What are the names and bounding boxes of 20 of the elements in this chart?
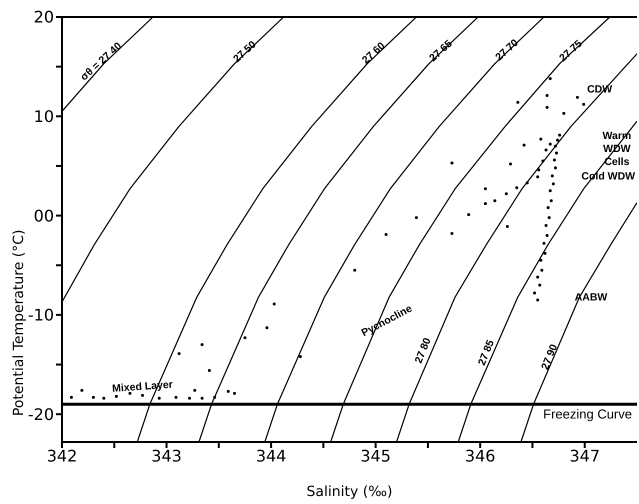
y-tick-label: 20: [34, 8, 54, 27]
x-tick-label: 346: [464, 446, 496, 466]
y-axis-title: Potential Temperature (°C): [10, 230, 27, 416]
annotation: Mixed Layer: [112, 378, 174, 395]
annotation: 27 60: [360, 40, 388, 66]
annotation: 27 90: [538, 342, 560, 372]
x-tick-label: 347: [569, 446, 600, 466]
x-axis-title: Salinity (‰): [306, 484, 392, 500]
y-tick-label: 10: [34, 106, 54, 126]
x-tick-label: 343: [151, 446, 182, 466]
y-tick-label: -20: [28, 404, 54, 424]
x-tick-label: 344: [256, 446, 286, 466]
annotation: 27 80: [412, 336, 434, 365]
ref-line-label: Freezing Curve: [543, 406, 632, 422]
x-tick-label: 342: [46, 446, 78, 466]
y-tick-label: 00: [34, 206, 54, 226]
annotation: 27 85: [476, 338, 497, 368]
annotation: σθ = 27 40: [78, 40, 124, 84]
y-tick-label: -10: [28, 306, 54, 325]
x-tick-label: 345: [360, 446, 391, 466]
